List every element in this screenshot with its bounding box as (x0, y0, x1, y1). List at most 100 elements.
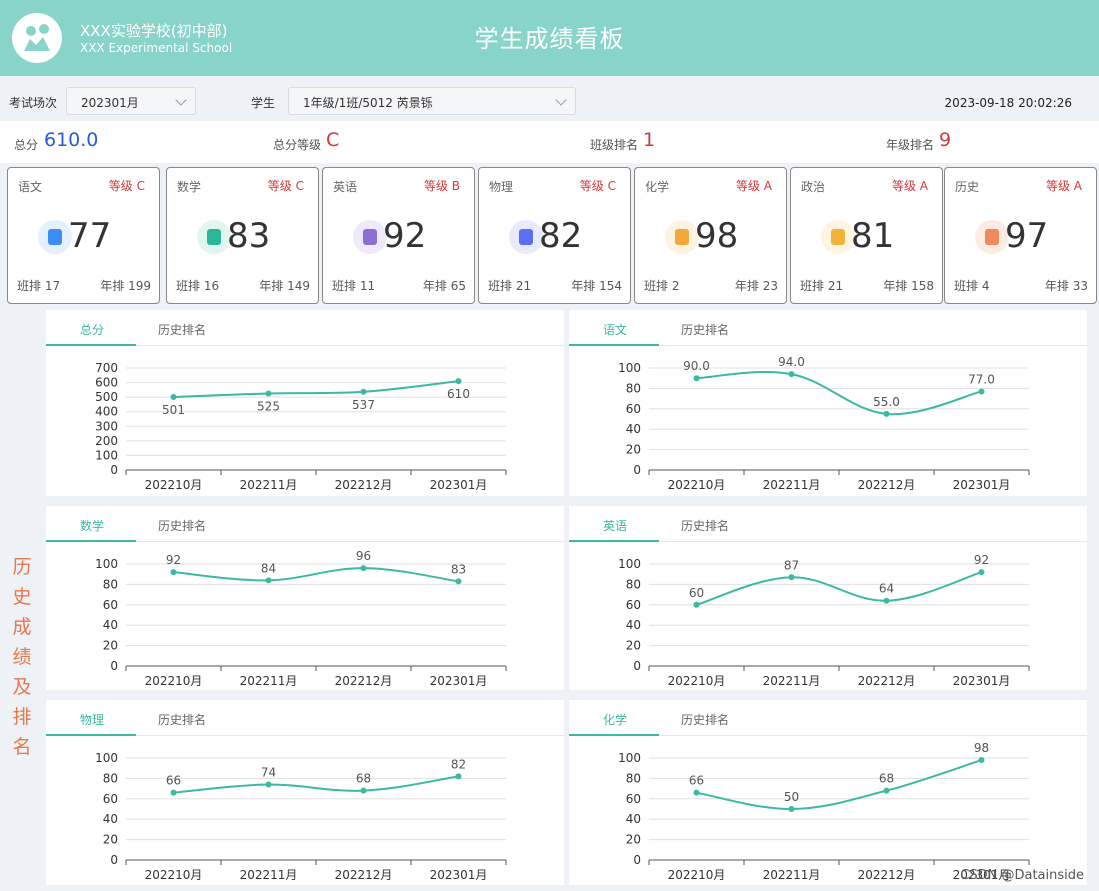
subject-card[interactable]: 英语 等级 B 92 班排 11 年排 65 (322, 167, 475, 304)
data-label: 84 (261, 561, 276, 575)
tab-score[interactable]: 物理 (80, 713, 105, 727)
tab-score[interactable]: 总分 (80, 323, 105, 337)
data-point (360, 565, 367, 572)
tab-score[interactable]: 英语 (603, 519, 628, 533)
line-chart: 0 20 40 60 80 100 202210月 202211月 202212月 202301月… (618, 355, 1030, 492)
data-point (883, 787, 890, 794)
line-chart: 0 20 40 60 80 100 202210月 202211月 202212月 202301月… (618, 741, 1030, 882)
y-tick-label: 60 (103, 792, 118, 806)
data-label: 501 (162, 403, 185, 417)
y-tick-label: 100 (618, 361, 641, 375)
chevron-down-icon (555, 94, 567, 106)
tab-score[interactable]: 语文 (603, 323, 628, 337)
subject-card[interactable]: 物理 等级 C 82 班排 21 年排 154 (478, 167, 631, 304)
x-tick-label: 202301月 (953, 478, 1011, 492)
data-point (883, 597, 890, 604)
x-tick-label: 202211月 (240, 674, 298, 688)
class-rank-label: 班级排名 (590, 138, 639, 152)
x-tick-label: 202210月 (668, 868, 726, 882)
data-point (360, 388, 367, 395)
tab-history-rank[interactable]: 历史排名 (158, 323, 207, 337)
x-tick-label: 202212月 (335, 868, 393, 882)
side-title-char: 历 (12, 556, 32, 578)
data-point (788, 574, 795, 581)
tab-history-rank[interactable]: 历史排名 (681, 519, 730, 533)
series-line (173, 567, 459, 583)
subject-card[interactable]: 化学 等级 A 98 班排 2 年排 23 (634, 167, 787, 304)
x-tick-label: 202301月 (953, 674, 1011, 688)
x-tick-label: 202301月 (953, 868, 1011, 882)
side-title-char: 排 (12, 706, 32, 728)
line-chart: 0 20 40 60 80 100 202210月 202211月 202212月 202301月… (618, 553, 1030, 688)
data-label: 92 (166, 553, 181, 567)
subject-card[interactable]: 历史 等级 A 97 班排 4 年排 33 (944, 167, 1097, 304)
school-logo-icon (12, 13, 62, 63)
y-tick-label: 80 (626, 771, 641, 785)
total-grade-label: 总分等级 (273, 138, 322, 152)
data-label: 68 (356, 772, 371, 786)
y-tick-label: 100 (618, 557, 641, 571)
data-point (265, 577, 272, 584)
header-bar: XXX实验学校(初中部) XXX Experimental School 学生成… (0, 0, 1099, 76)
line-chart: 0 20 40 60 80 100 202210月 202211月 202212月 202301月… (95, 751, 507, 882)
subject-grade: 等级 A (1045, 179, 1082, 193)
y-tick-label: 40 (626, 422, 641, 436)
tab-history-rank[interactable]: 历史排名 (681, 713, 730, 727)
subject-card[interactable]: 数学 等级 C 83 班排 16 年排 149 (166, 167, 319, 304)
tab-score[interactable]: 数学 (80, 519, 105, 533)
x-tick-label: 202211月 (763, 868, 821, 882)
tab-score[interactable]: 化学 (603, 713, 628, 727)
subject-card[interactable]: 语文 等级 C 77 班排 17 年排 199 (7, 167, 160, 304)
y-tick-label: 40 (626, 618, 641, 632)
data-label: 96 (356, 549, 371, 563)
subject-class-rank: 班排 21 (800, 279, 844, 293)
school-name-en: XXX Experimental School (80, 41, 233, 55)
subject-grade-rank: 年排 65 (422, 279, 466, 293)
student-select[interactable]: 1年级/1班/5012 芮景铄 (288, 87, 576, 115)
x-tick-label: 202211月 (763, 478, 821, 492)
y-tick-label: 60 (626, 792, 641, 806)
subject-grade: 等级 A (891, 179, 928, 193)
tab-history-rank[interactable]: 历史排名 (158, 519, 207, 533)
subject-grade-rank: 年排 149 (259, 279, 310, 293)
subject-grade-rank: 年排 199 (100, 279, 151, 293)
school-name-cn: XXX实验学校(初中部) (80, 22, 228, 40)
data-point (170, 569, 177, 576)
x-tick-label: 202210月 (145, 478, 203, 492)
y-tick-label: 0 (110, 659, 118, 673)
x-tick-label: 202212月 (335, 674, 393, 688)
x-tick-label: 202212月 (335, 478, 393, 492)
data-point (978, 569, 985, 576)
y-tick-label: 20 (103, 833, 118, 847)
line-chart: 0 20 40 60 80 100 202210月 202211月 202212月 202301月… (95, 549, 507, 688)
y-tick-label: 80 (626, 381, 641, 395)
y-tick-label: 40 (103, 618, 118, 632)
chinese-icon (38, 220, 72, 254)
active-tab-indicator (569, 540, 659, 542)
grade-rank-value: 9 (939, 129, 952, 151)
subject-grade: 等级 C (108, 179, 145, 193)
y-tick-label: 0 (110, 853, 118, 867)
series-line (696, 371, 982, 416)
total-label: 总分 (14, 138, 39, 152)
y-tick-label: 40 (103, 812, 118, 826)
y-tick-label: 0 (633, 659, 641, 673)
y-tick-label: 80 (103, 771, 118, 785)
data-label: 50 (784, 790, 799, 804)
side-title-char: 绩 (12, 646, 32, 668)
data-label: 74 (261, 766, 276, 780)
x-tick-label: 202301月 (430, 674, 488, 688)
data-label: 537 (352, 398, 375, 412)
active-tab-indicator (46, 734, 136, 736)
side-title-char: 及 (12, 676, 32, 698)
chart-panel: 数学 历史排名 0 20 40 60 80 100 202210月 202211月 202212月 2… (46, 506, 564, 690)
subject-score: 92 (383, 216, 427, 256)
subject-card[interactable]: 政治 等级 A 81 班排 21 年排 158 (790, 167, 943, 304)
tab-history-rank[interactable]: 历史排名 (158, 713, 207, 727)
exam-select[interactable]: 202301月 (66, 87, 196, 115)
tab-history-rank[interactable]: 历史排名 (681, 323, 730, 337)
grade-rank-label: 年级排名 (886, 138, 935, 152)
subject-grade: 等级 B (423, 179, 460, 193)
y-tick-label: 100 (95, 751, 118, 765)
